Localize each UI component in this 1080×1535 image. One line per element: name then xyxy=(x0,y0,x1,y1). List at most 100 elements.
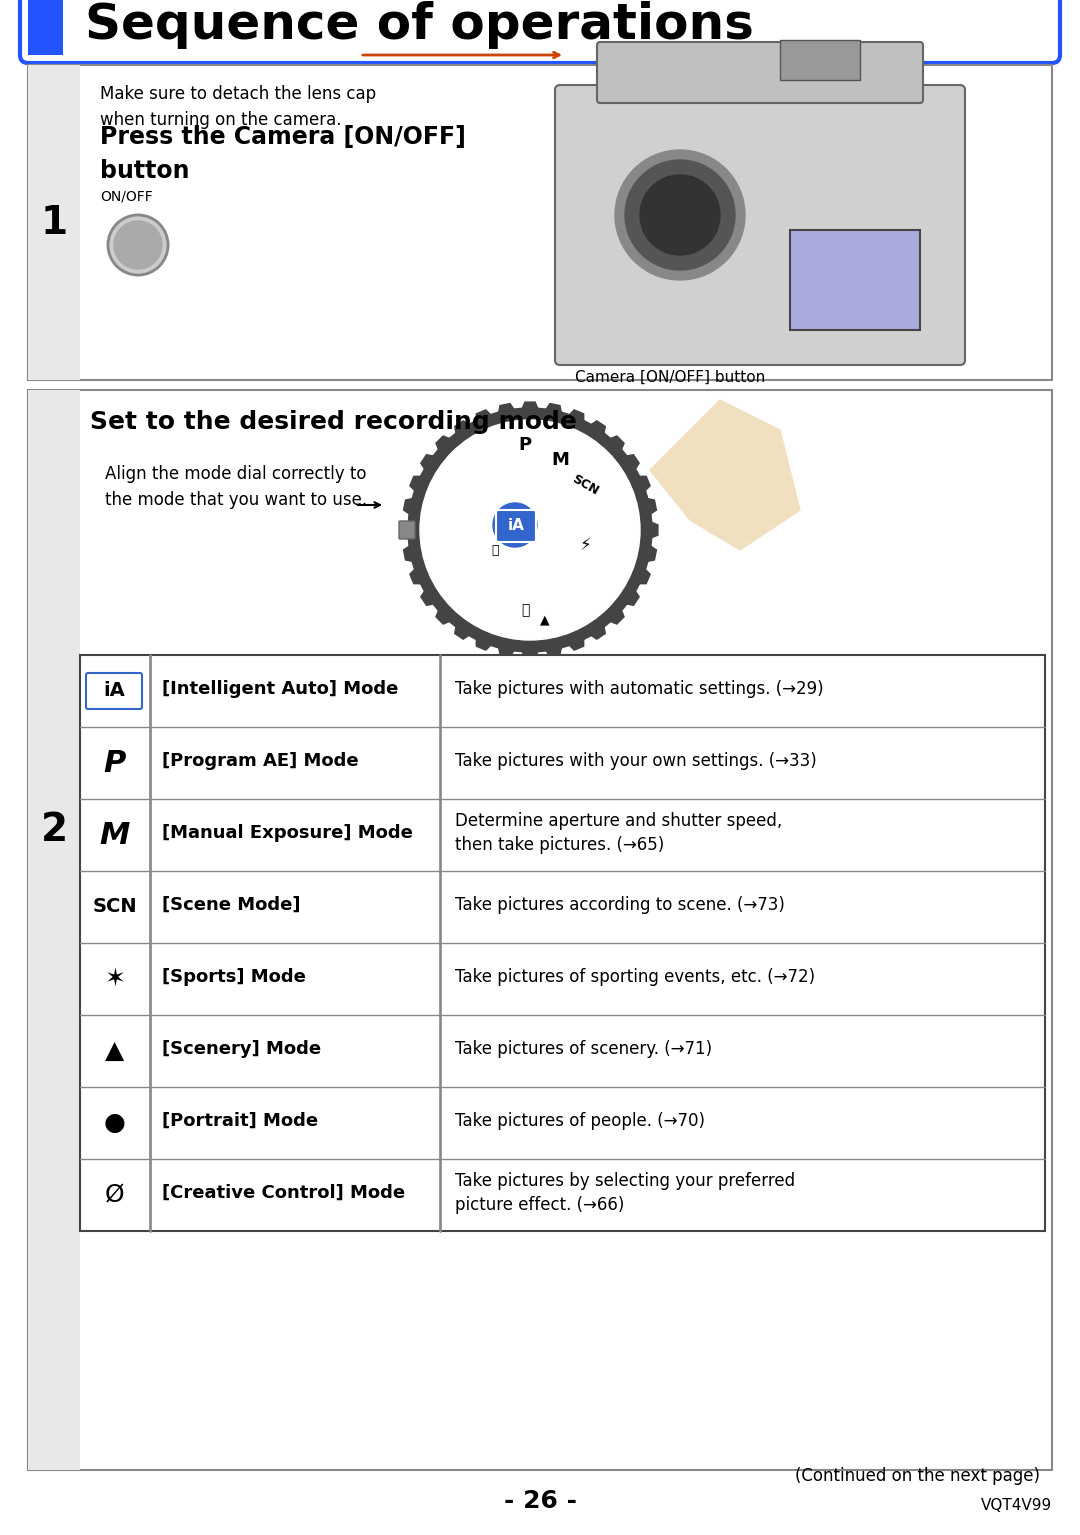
Text: 🎨: 🎨 xyxy=(491,543,499,557)
Polygon shape xyxy=(521,648,539,659)
Polygon shape xyxy=(410,566,424,583)
Text: Take pictures with your own settings. (→33): Take pictures with your own settings. (→… xyxy=(455,752,816,771)
Text: Press the Camera [ON/OFF]
button: Press the Camera [ON/OFF] button xyxy=(100,124,465,183)
Polygon shape xyxy=(635,476,650,494)
Text: ▲: ▲ xyxy=(106,1039,124,1064)
FancyBboxPatch shape xyxy=(21,0,1059,63)
Text: [Scene Mode]: [Scene Mode] xyxy=(162,896,300,913)
FancyBboxPatch shape xyxy=(496,510,536,542)
Text: SCN: SCN xyxy=(569,473,600,497)
Polygon shape xyxy=(436,606,454,625)
Text: Align the mode dial correctly to
the mode that you want to use.: Align the mode dial correctly to the mod… xyxy=(105,465,367,510)
Polygon shape xyxy=(410,476,424,494)
Polygon shape xyxy=(421,588,437,605)
Text: P: P xyxy=(518,436,531,454)
Text: Take pictures of people. (→70): Take pictures of people. (→70) xyxy=(455,1111,705,1130)
Polygon shape xyxy=(404,543,417,562)
Circle shape xyxy=(492,503,537,546)
FancyBboxPatch shape xyxy=(597,41,923,103)
Polygon shape xyxy=(521,402,539,413)
Text: [Manual Exposure] Mode: [Manual Exposure] Mode xyxy=(162,824,413,843)
Text: [Portrait] Mode: [Portrait] Mode xyxy=(162,1111,319,1130)
Text: Take pictures according to scene. (→73): Take pictures according to scene. (→73) xyxy=(455,896,785,913)
Text: P: P xyxy=(104,749,126,778)
Circle shape xyxy=(640,175,720,255)
Text: ▲: ▲ xyxy=(540,614,550,626)
Text: ⚡: ⚡ xyxy=(579,536,591,554)
Circle shape xyxy=(408,408,652,652)
Text: [Sports] Mode: [Sports] Mode xyxy=(162,969,306,985)
Text: Camera [ON/OFF] button: Camera [ON/OFF] button xyxy=(575,370,766,385)
Text: Take pictures by selecting your preferred
picture effect. (→66): Take pictures by selecting your preferre… xyxy=(455,1171,795,1214)
Polygon shape xyxy=(402,520,413,539)
Bar xyxy=(28,0,63,55)
Polygon shape xyxy=(498,404,516,416)
Text: SCN: SCN xyxy=(93,898,137,916)
Bar xyxy=(80,655,1045,1231)
Text: Sequence of operations: Sequence of operations xyxy=(85,2,754,49)
Text: Determine aperture and shutter speed,
then take pictures. (→65): Determine aperture and shutter speed, th… xyxy=(455,812,782,855)
Bar xyxy=(789,230,920,330)
Polygon shape xyxy=(644,497,657,516)
Polygon shape xyxy=(566,410,583,425)
Polygon shape xyxy=(566,635,583,651)
Text: Ø: Ø xyxy=(105,1183,125,1207)
Text: [Program AE] Mode: [Program AE] Mode xyxy=(162,752,359,771)
Text: VQT4V99: VQT4V99 xyxy=(981,1498,1052,1514)
Polygon shape xyxy=(635,566,650,583)
Text: M: M xyxy=(551,451,569,470)
Polygon shape xyxy=(607,436,624,453)
Polygon shape xyxy=(588,623,605,639)
Polygon shape xyxy=(644,543,657,562)
Polygon shape xyxy=(648,520,658,539)
Polygon shape xyxy=(498,643,516,657)
Polygon shape xyxy=(476,635,494,651)
Text: 1: 1 xyxy=(40,204,68,241)
Text: 🎭: 🎭 xyxy=(521,603,529,617)
Text: Take pictures with automatic settings. (→29): Take pictures with automatic settings. (… xyxy=(455,680,824,698)
Polygon shape xyxy=(543,404,563,416)
Text: ON/OFF: ON/OFF xyxy=(100,190,152,204)
FancyBboxPatch shape xyxy=(399,520,415,539)
Bar xyxy=(28,64,80,381)
Polygon shape xyxy=(588,421,605,437)
Polygon shape xyxy=(543,643,563,657)
Text: Make sure to detach the lens cap
when turning on the camera.: Make sure to detach the lens cap when tu… xyxy=(100,84,376,129)
Polygon shape xyxy=(436,436,454,453)
Polygon shape xyxy=(404,497,417,516)
Polygon shape xyxy=(622,454,639,473)
Circle shape xyxy=(615,150,745,279)
Text: [Creative Control] Mode: [Creative Control] Mode xyxy=(162,1183,405,1202)
Circle shape xyxy=(625,160,735,270)
Polygon shape xyxy=(455,623,472,639)
Circle shape xyxy=(114,221,162,269)
Text: Take pictures of scenery. (→71): Take pictures of scenery. (→71) xyxy=(455,1041,712,1058)
Text: [Scenery] Mode: [Scenery] Mode xyxy=(162,1041,321,1058)
Bar xyxy=(28,390,80,1471)
Text: - 26 -: - 26 - xyxy=(503,1489,577,1514)
Bar xyxy=(28,0,56,55)
Bar xyxy=(780,40,860,80)
Text: [Intelligent Auto] Mode: [Intelligent Auto] Mode xyxy=(162,680,399,698)
Polygon shape xyxy=(607,606,624,625)
Text: (Continued on the next page): (Continued on the next page) xyxy=(795,1467,1040,1484)
Circle shape xyxy=(420,421,640,640)
Text: 2: 2 xyxy=(40,810,68,849)
FancyBboxPatch shape xyxy=(86,672,141,709)
FancyBboxPatch shape xyxy=(555,84,966,365)
Bar xyxy=(28,64,1052,381)
Polygon shape xyxy=(650,401,800,550)
Polygon shape xyxy=(455,421,472,437)
Text: ●: ● xyxy=(104,1111,126,1134)
Text: ✶: ✶ xyxy=(105,967,125,992)
Text: iA: iA xyxy=(103,682,125,700)
Polygon shape xyxy=(476,410,494,425)
Text: Set to the desired recording mode: Set to the desired recording mode xyxy=(90,410,577,434)
Bar xyxy=(28,390,1052,1471)
Polygon shape xyxy=(421,454,437,473)
Text: M: M xyxy=(99,821,131,849)
Text: iA: iA xyxy=(508,517,525,533)
Polygon shape xyxy=(622,588,639,605)
Circle shape xyxy=(108,215,168,275)
Text: Take pictures of sporting events, etc. (→72): Take pictures of sporting events, etc. (… xyxy=(455,969,815,985)
